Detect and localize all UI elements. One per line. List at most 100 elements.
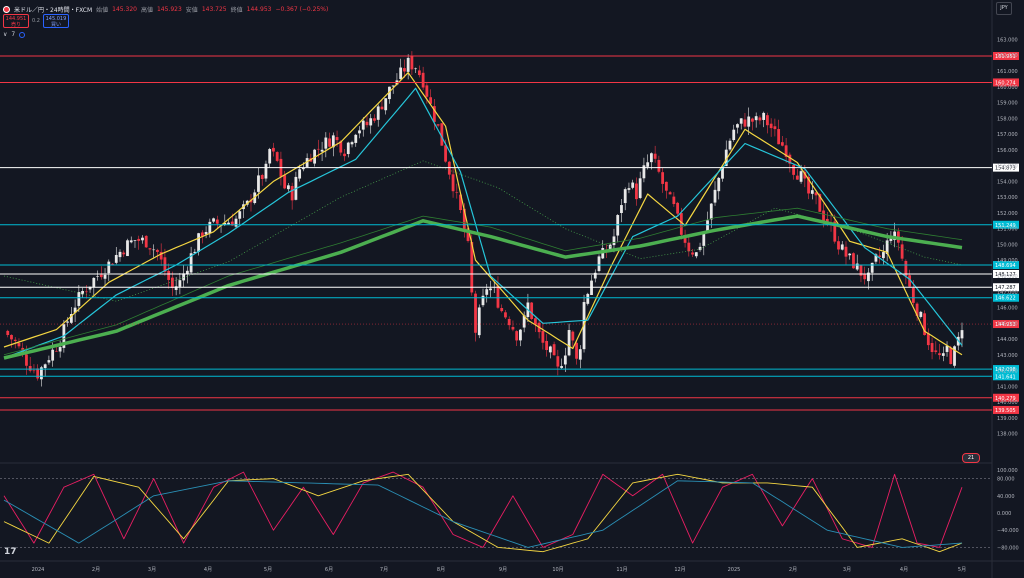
candle-body — [780, 142, 784, 146]
candle-body — [859, 264, 863, 276]
candle-body — [709, 203, 713, 220]
candle-body — [926, 333, 930, 346]
candle-body — [833, 221, 837, 242]
close-label: 終値 — [230, 6, 243, 14]
candle-body — [679, 213, 683, 235]
candle-body — [440, 123, 444, 146]
candle-body — [485, 289, 489, 295]
candle-body — [627, 188, 631, 190]
low-label: 安値 — [185, 6, 198, 14]
level-label-bg — [993, 261, 1019, 270]
price-tick-label: 154.000 — [997, 179, 1018, 185]
candle-body — [545, 340, 549, 351]
candle-body — [661, 172, 665, 184]
candle-body — [747, 116, 751, 127]
spread-value: 0.2 — [32, 18, 40, 24]
oscillator-axis: 100.000 80.000 40.000 0.000 −40.000 −80.000 — [997, 468, 1019, 551]
price-axis[interactable]: 163.000 162.000 161.000 160.000 159.000 158.0… — [997, 37, 1018, 437]
price-tick-label: 153.000 — [997, 195, 1018, 201]
candle-body — [204, 231, 208, 235]
candle-body — [283, 175, 287, 189]
candle-body — [335, 137, 339, 141]
candle-body — [384, 98, 388, 111]
candle-body — [489, 288, 492, 291]
candle-body — [432, 106, 436, 122]
candle-body — [623, 189, 627, 204]
candle-body — [474, 293, 477, 333]
candle-body — [350, 142, 354, 145]
candle-body — [455, 192, 459, 193]
candle-body — [25, 354, 28, 366]
price-tick-label: 140.000 — [997, 400, 1018, 406]
time-tick-label: 4月 — [204, 567, 212, 573]
candle-body — [533, 318, 537, 325]
candle-body — [807, 176, 810, 194]
currency-selector[interactable]: JPY — [996, 2, 1012, 15]
candle-body — [945, 345, 949, 352]
candle-body — [159, 251, 163, 260]
candle-body — [388, 86, 391, 100]
candle-body — [511, 327, 515, 330]
price-tick-label: 148.000 — [997, 274, 1018, 280]
candle-body — [934, 350, 938, 352]
time-tick-label: 10月 — [552, 567, 563, 573]
candle-body — [919, 311, 923, 317]
collapse-chevron-icon[interactable]: ∨ — [3, 31, 8, 38]
candle-body — [612, 236, 616, 246]
level-label: 146.622 — [995, 296, 1016, 302]
candle-body — [66, 321, 70, 323]
symbol-title[interactable]: 米ドル／円・24時間・FXCM — [14, 6, 93, 14]
oscillator-line-osc_yellow — [3, 473, 963, 553]
level-label-bg — [993, 269, 1019, 278]
price-tick-label: 160.000 — [997, 85, 1018, 91]
candle-body — [552, 344, 556, 356]
price-tick-label: 143.000 — [997, 353, 1018, 359]
buy-button[interactable]: 145.019 買い — [42, 14, 69, 28]
tradingview-logo[interactable]: 17 — [4, 547, 17, 557]
candle-body — [103, 274, 107, 279]
candle-body — [118, 251, 122, 258]
price-tick-label: 161.000 — [997, 69, 1018, 75]
candle-body — [174, 286, 178, 290]
candle-body — [953, 346, 956, 366]
events-flag-icon[interactable]: 21 — [962, 453, 980, 463]
candle-body — [462, 208, 466, 231]
candle-body — [739, 118, 743, 124]
oscillator-tick-label: 40.000 — [997, 494, 1015, 500]
candle-body — [560, 366, 563, 368]
candle-body — [769, 123, 773, 129]
candle-body — [889, 238, 893, 241]
time-tick-label: 2月 — [789, 567, 797, 573]
indicator-settings-icon[interactable] — [19, 31, 26, 38]
level-label: 148.694 — [995, 263, 1016, 269]
candle-body — [608, 244, 612, 250]
candle-body — [47, 360, 51, 363]
oscillator-line-osc_blue — [3, 480, 963, 548]
change-value: −0.367 (−0.25%) — [275, 5, 329, 13]
candle-body — [28, 366, 32, 371]
candle-body — [429, 97, 433, 104]
price-tick-label: 144.000 — [997, 337, 1018, 343]
candle-body — [597, 256, 601, 272]
candle-body — [328, 138, 331, 147]
candle-body — [563, 355, 567, 365]
level-label: 141.641 — [995, 374, 1016, 380]
candle-body — [818, 194, 822, 212]
candle-body — [882, 252, 885, 259]
candle-body — [792, 165, 796, 175]
candle-body — [144, 235, 148, 248]
candle-body — [795, 175, 799, 180]
candle-body — [200, 232, 204, 237]
candle-body — [365, 121, 369, 126]
indicator-count[interactable]: 7 — [11, 31, 16, 38]
candle-body — [425, 85, 429, 97]
candle-body — [69, 314, 73, 323]
candle-body — [575, 342, 578, 359]
candle-body — [414, 68, 418, 70]
candle-body — [586, 293, 590, 304]
candle-body — [92, 277, 96, 287]
candle-body — [107, 261, 111, 274]
sell-button[interactable]: 144.951 売り — [3, 14, 29, 28]
time-axis[interactable]: 2024 2月 3月 4月 5月 6月 7月 8月 9月 10月 11月 12月 2025 2月 3月 4月 5… — [32, 567, 966, 573]
